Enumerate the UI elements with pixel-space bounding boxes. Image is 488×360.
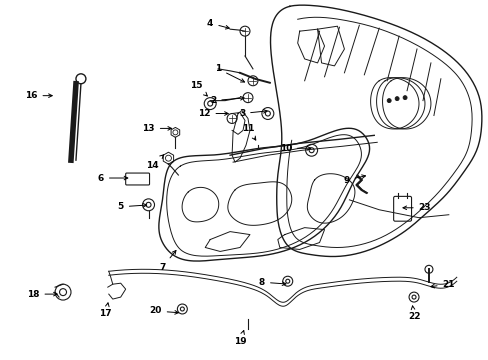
Text: 18: 18 bbox=[27, 289, 57, 298]
Text: 2: 2 bbox=[210, 96, 244, 105]
Circle shape bbox=[402, 96, 406, 100]
Text: 10: 10 bbox=[279, 144, 310, 153]
Text: 14: 14 bbox=[146, 155, 163, 170]
Text: 11: 11 bbox=[241, 124, 255, 140]
Text: 15: 15 bbox=[190, 81, 207, 96]
Text: 12: 12 bbox=[198, 109, 228, 118]
Text: 6: 6 bbox=[98, 174, 127, 183]
Text: 21: 21 bbox=[430, 280, 454, 289]
Text: 17: 17 bbox=[99, 303, 112, 319]
Text: 22: 22 bbox=[407, 306, 419, 321]
Text: 8: 8 bbox=[258, 278, 285, 287]
Circle shape bbox=[394, 96, 398, 100]
Text: 23: 23 bbox=[402, 203, 430, 212]
Text: 9: 9 bbox=[343, 175, 365, 185]
Text: 1: 1 bbox=[215, 64, 244, 82]
Text: 19: 19 bbox=[233, 330, 246, 346]
Text: 7: 7 bbox=[159, 251, 176, 272]
Text: 3: 3 bbox=[239, 109, 266, 118]
Circle shape bbox=[386, 99, 390, 103]
Text: 13: 13 bbox=[142, 124, 171, 133]
Text: 5: 5 bbox=[117, 202, 146, 211]
Text: 16: 16 bbox=[25, 91, 52, 100]
Text: 20: 20 bbox=[149, 306, 178, 315]
Text: 4: 4 bbox=[206, 19, 229, 29]
